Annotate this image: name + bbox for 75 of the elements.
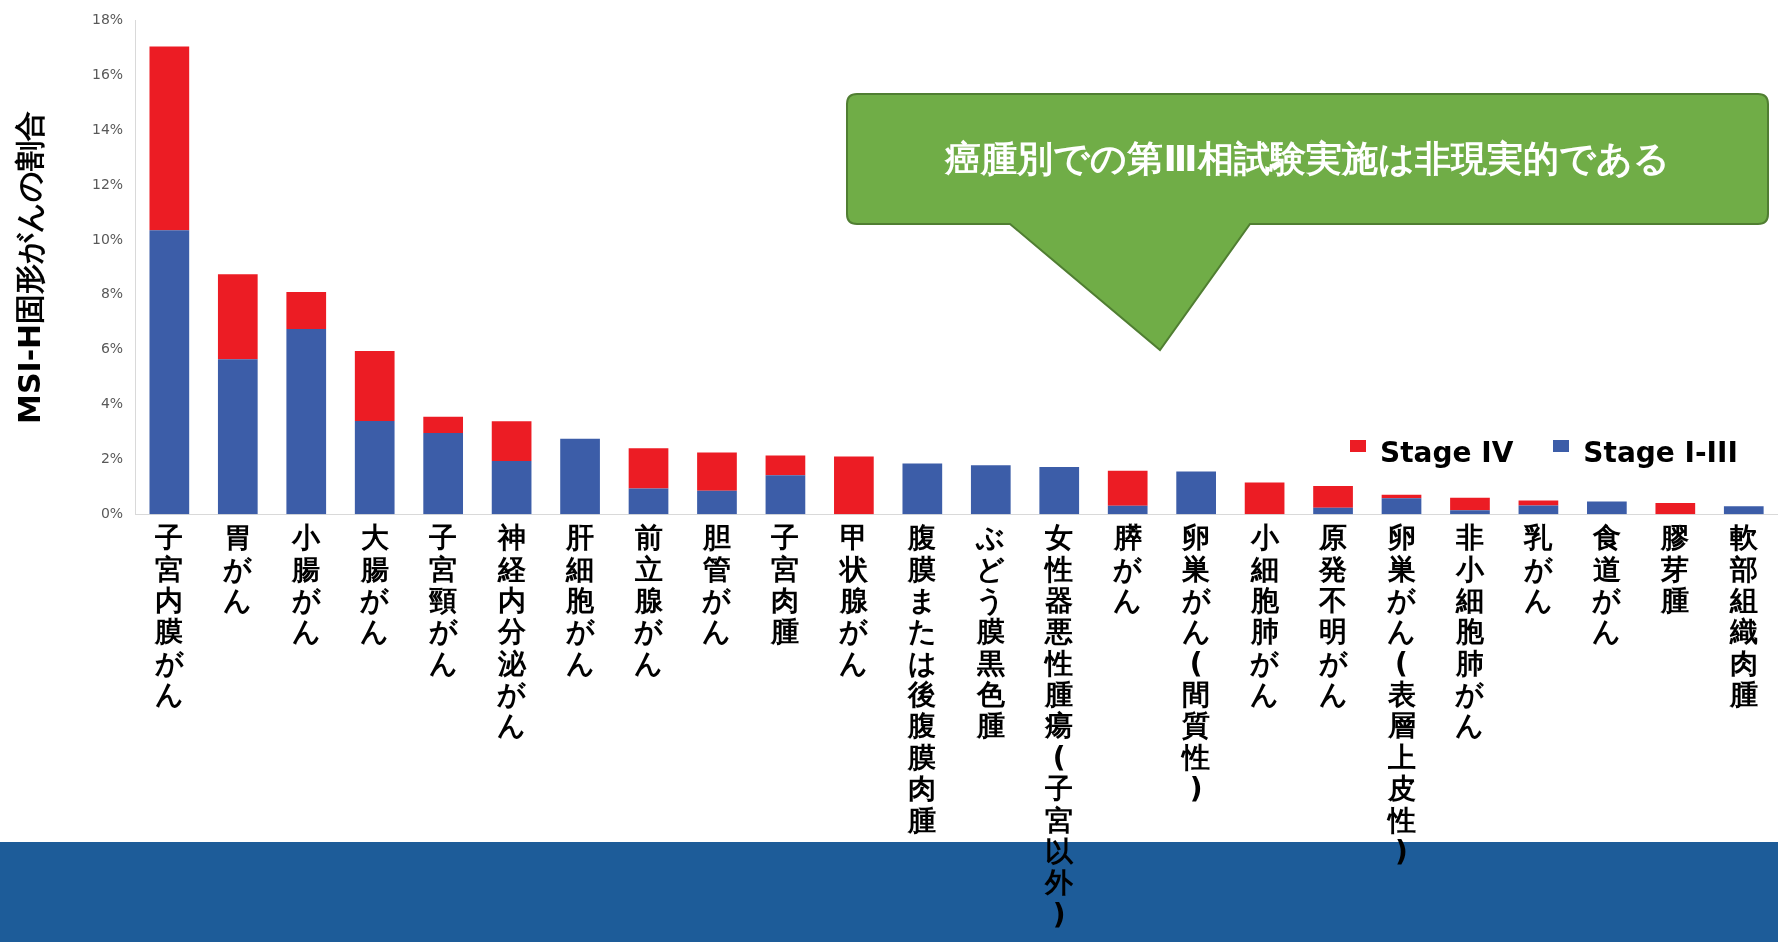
bar: [970, 465, 1011, 515]
x-tick-label: ぶどう膜黒色腫: [975, 521, 1006, 743]
category-label: 卵巣がん(表層上皮性): [1387, 521, 1417, 868]
y-tick-label: 6%: [100, 340, 124, 357]
y-tick-label: 18%: [91, 11, 124, 28]
bar: [834, 456, 874, 515]
x-tick-label: 膵がん: [1112, 521, 1144, 617]
bar: [1313, 507, 1353, 515]
x-tick-label: 小腸がん: [291, 521, 322, 649]
bar: [628, 488, 669, 515]
bar: [286, 329, 327, 515]
bar: [217, 359, 258, 515]
x-tick-label: 子宮肉腫: [770, 521, 800, 649]
y-tick-label: 12%: [91, 175, 124, 192]
y-tick-label: 8%: [100, 285, 124, 302]
x-tick-label: 子宮頸がん: [428, 521, 459, 680]
y-tick-label: 16%: [91, 65, 124, 82]
bar: [1107, 505, 1148, 515]
category-label: 女性器悪性腫瘍(子宮以外): [1045, 521, 1074, 931]
bar: [491, 421, 532, 462]
legend-label: Stage I-III: [1583, 436, 1738, 470]
bar: [1655, 503, 1696, 515]
bar: [1450, 497, 1490, 511]
speech-bubble: 癌腫別での第Ⅲ相試験実施は非現実的である: [845, 92, 1770, 352]
x-tick-label: 甲状腺がん: [837, 521, 870, 680]
bar: [902, 463, 943, 515]
x-tick-label: 胃がん: [223, 521, 254, 617]
bar: [1518, 500, 1559, 506]
x-tick-label: 非小細胞肺がん: [1454, 521, 1486, 743]
bar: [765, 455, 806, 476]
y-tick-label: 14%: [91, 120, 124, 137]
bar: [1450, 510, 1490, 515]
x-tick-label: 乳がん: [1523, 521, 1554, 617]
bar: [1313, 486, 1353, 508]
y-tick-label: 2%: [100, 450, 124, 467]
bar: [1723, 506, 1764, 515]
category-label: 卵巣がん(間質性): [1181, 521, 1211, 806]
bar: [697, 490, 737, 515]
x-tick-label: 食道がん: [1591, 521, 1623, 649]
x-tick-label: 小細胞肺がん: [1249, 521, 1281, 712]
x-tick-label: 原発不明がん: [1318, 521, 1349, 712]
x-tick-label: 神経内分泌がん: [495, 521, 528, 743]
bar: [354, 421, 395, 515]
bar: [1176, 471, 1216, 515]
bar: [1587, 501, 1627, 515]
bar: [423, 416, 464, 434]
x-tick-label: 子宮内膜がん: [154, 521, 185, 712]
bar: [1244, 482, 1285, 515]
x-tick-label: 胆管がん: [701, 521, 733, 649]
bar: [149, 230, 190, 515]
bar: [1107, 470, 1148, 506]
x-tick-label: 大腸がん: [359, 521, 391, 649]
bar: [697, 452, 737, 491]
bar: [628, 448, 669, 489]
bar: [1039, 467, 1080, 515]
y-tick-label: 10%: [91, 230, 124, 247]
bar: [286, 292, 327, 330]
category-label: 腹膜または後腹膜肉腫: [907, 521, 937, 837]
annotation: 癌腫別での第Ⅲ相試験実施は非現実的である: [943, 136, 1671, 181]
bar: [423, 433, 464, 515]
x-tick-label: 前立腺がん: [633, 521, 665, 680]
y-tick-label: 0%: [100, 504, 124, 521]
bar: [560, 438, 600, 515]
x-tick-label: 軟部組織肉腫: [1728, 521, 1759, 712]
bar: [354, 351, 395, 422]
bar: [765, 475, 806, 515]
legend-label: Stage IV: [1380, 436, 1514, 470]
bar: [1381, 498, 1422, 515]
bar: [217, 274, 258, 360]
y-axis-title: MSI-H固形がんの割合: [11, 110, 47, 424]
bar: [491, 461, 532, 515]
x-tick-label: 肝細胞がん: [565, 521, 596, 680]
x-tick-label: 膠芽腫: [1660, 521, 1690, 617]
bar: [149, 46, 190, 231]
y-tick-label: 4%: [100, 395, 124, 412]
